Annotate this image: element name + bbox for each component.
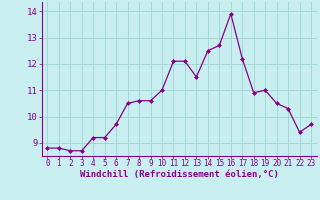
X-axis label: Windchill (Refroidissement éolien,°C): Windchill (Refroidissement éolien,°C) — [80, 170, 279, 179]
